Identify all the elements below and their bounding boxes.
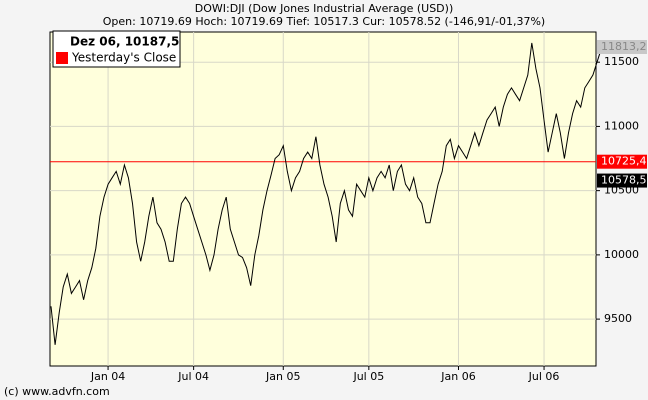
price-line bbox=[50, 42, 602, 345]
legend-title: Dez 06, 10187,5 bbox=[70, 35, 179, 49]
x-tick-label: Jul 05 bbox=[352, 370, 384, 383]
y-tick-label: 11500 bbox=[604, 55, 639, 68]
y-tick-label: 10000 bbox=[604, 248, 639, 261]
x-tick-label: Jul 04 bbox=[177, 370, 209, 383]
x-tick-label: Jan 06 bbox=[440, 370, 475, 383]
y-tick-label: 11000 bbox=[604, 119, 639, 132]
chart-title: DOWI:DJI (Dow Jones Industrial Average (… bbox=[195, 2, 453, 15]
plot-area bbox=[49, 31, 597, 367]
x-tick-label: Jul 06 bbox=[528, 370, 560, 383]
price-tag-label: 10725,4 bbox=[601, 155, 647, 168]
x-tick-label: Jan 04 bbox=[90, 370, 125, 383]
price-tag bbox=[597, 154, 647, 169]
price-tag-label: 10578,5 bbox=[601, 174, 647, 187]
legend-box bbox=[52, 30, 181, 68]
price-tag bbox=[597, 173, 647, 188]
x-tick-label: Jan 05 bbox=[265, 370, 300, 383]
chart-subtitle: Open: 10719.69 Hoch: 10719.69 Tief: 1051… bbox=[103, 15, 545, 28]
overlay: Dez 06, 10187,5 Yesterday's Close 10725,… bbox=[52, 30, 647, 188]
y-tick-label: 9500 bbox=[604, 312, 632, 325]
copyright: (c) www.advfn.com bbox=[4, 385, 110, 398]
price-tag-label: 11813,2 bbox=[601, 40, 647, 53]
legend-swatch bbox=[56, 52, 68, 64]
price-tag bbox=[597, 40, 647, 54]
legend-label: Yesterday's Close bbox=[71, 51, 176, 65]
